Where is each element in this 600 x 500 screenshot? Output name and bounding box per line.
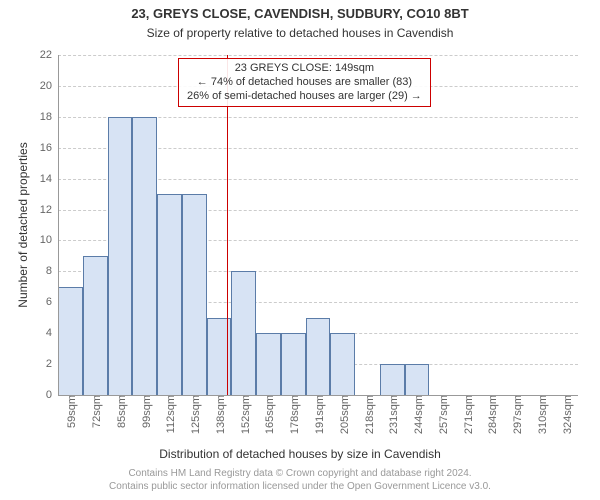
footer-attribution: Contains HM Land Registry data © Crown c… — [0, 467, 600, 493]
chart-title-line2: Size of property relative to detached ho… — [0, 26, 600, 40]
x-tick-label: 297sqm — [508, 395, 524, 434]
histogram-bar — [306, 318, 331, 395]
y-tick-label: 14 — [40, 173, 58, 185]
y-tick-label: 6 — [46, 296, 58, 308]
x-tick-label: 178sqm — [285, 395, 301, 434]
y-tick-label: 10 — [40, 234, 58, 246]
x-tick-label: 85sqm — [112, 395, 128, 428]
y-axis-label: Number of detached properties — [16, 142, 30, 307]
x-tick-label: 165sqm — [260, 395, 276, 434]
x-tick-label: 257sqm — [434, 395, 450, 434]
histogram-bar — [182, 194, 207, 395]
footer-line2: Contains public sector information licen… — [0, 480, 600, 493]
x-axis-line — [58, 395, 578, 396]
histogram-bar — [83, 256, 108, 395]
x-tick-label: 125sqm — [186, 395, 202, 434]
footer-line1: Contains HM Land Registry data © Crown c… — [0, 467, 600, 480]
y-tick-label: 18 — [40, 111, 58, 123]
histogram-bar — [231, 271, 256, 395]
grid-line — [58, 55, 578, 56]
y-tick-label: 4 — [46, 327, 58, 339]
info-line: 26% of semi-detached houses are larger (… — [187, 90, 422, 104]
histogram-bar — [58, 287, 83, 395]
x-tick-label: 324sqm — [558, 395, 574, 434]
y-tick-label: 12 — [40, 204, 58, 216]
histogram-bar — [256, 333, 281, 395]
x-tick-label: 205sqm — [335, 395, 351, 434]
x-tick-label: 310sqm — [533, 395, 549, 434]
x-tick-label: 99sqm — [137, 395, 153, 428]
y-tick-label: 8 — [46, 265, 58, 277]
y-tick-label: 22 — [40, 49, 58, 61]
y-tick-label: 0 — [46, 389, 58, 401]
x-tick-label: 152sqm — [236, 395, 252, 434]
histogram-bar — [281, 333, 306, 395]
plot-area: 024681012141618202259sqm72sqm85sqm99sqm1… — [58, 55, 578, 395]
x-tick-label: 218sqm — [360, 395, 376, 434]
x-tick-label: 244sqm — [409, 395, 425, 434]
histogram-bar — [380, 364, 405, 395]
info-box: 23 GREYS CLOSE: 149sqm← 74% of detached … — [178, 58, 431, 107]
x-tick-label: 231sqm — [384, 395, 400, 434]
info-line: ← 74% of detached houses are smaller (83… — [187, 76, 422, 90]
histogram-bar — [330, 333, 355, 395]
histogram-bar — [157, 194, 182, 395]
x-tick-label: 271sqm — [459, 395, 475, 434]
histogram-bar — [132, 117, 157, 395]
x-tick-label: 59sqm — [62, 395, 78, 428]
x-tick-label: 191sqm — [310, 395, 326, 434]
y-tick-label: 20 — [40, 80, 58, 92]
histogram-bar — [405, 364, 430, 395]
x-tick-label: 284sqm — [483, 395, 499, 434]
info-line: 23 GREYS CLOSE: 149sqm — [187, 62, 422, 76]
x-axis-label: Distribution of detached houses by size … — [0, 447, 600, 461]
y-tick-label: 2 — [46, 358, 58, 370]
y-axis-line — [58, 55, 59, 395]
x-tick-label: 138sqm — [211, 395, 227, 434]
histogram-bar — [108, 117, 133, 395]
x-tick-label: 112sqm — [161, 395, 177, 433]
chart-title-line1: 23, GREYS CLOSE, CAVENDISH, SUDBURY, CO1… — [0, 6, 600, 21]
chart-container: 23, GREYS CLOSE, CAVENDISH, SUDBURY, CO1… — [0, 0, 600, 500]
x-tick-label: 72sqm — [87, 395, 103, 428]
y-tick-label: 16 — [40, 142, 58, 154]
